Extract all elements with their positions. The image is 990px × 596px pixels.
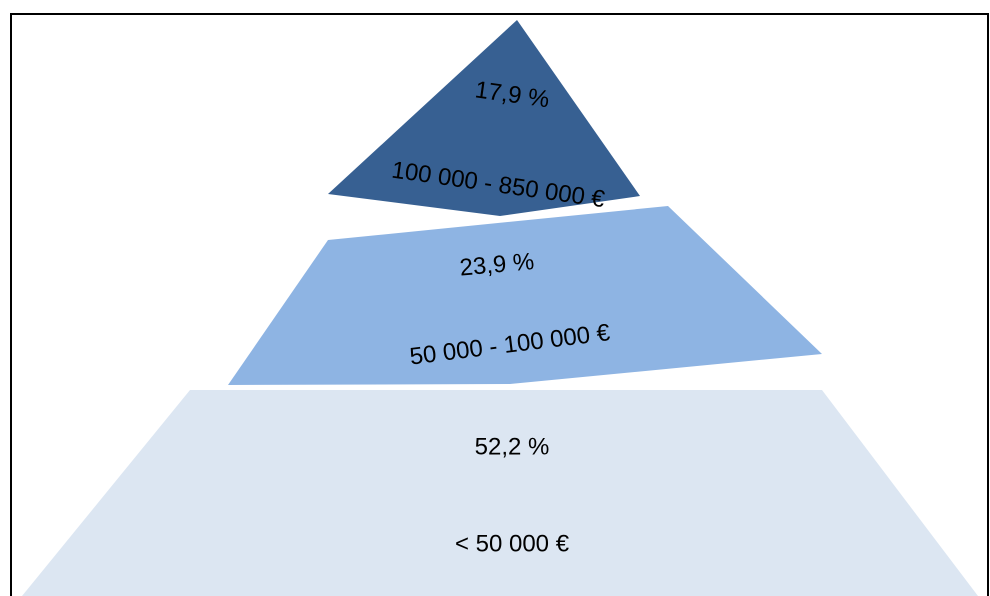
pyramid-segment <box>228 206 822 385</box>
value-label: 23,9 % <box>459 248 536 281</box>
category-label: < 50 000 € <box>455 530 570 557</box>
value-label: 52,2 % <box>475 433 550 460</box>
pyramid-segment <box>22 390 978 596</box>
pyramid-segment <box>328 20 640 216</box>
